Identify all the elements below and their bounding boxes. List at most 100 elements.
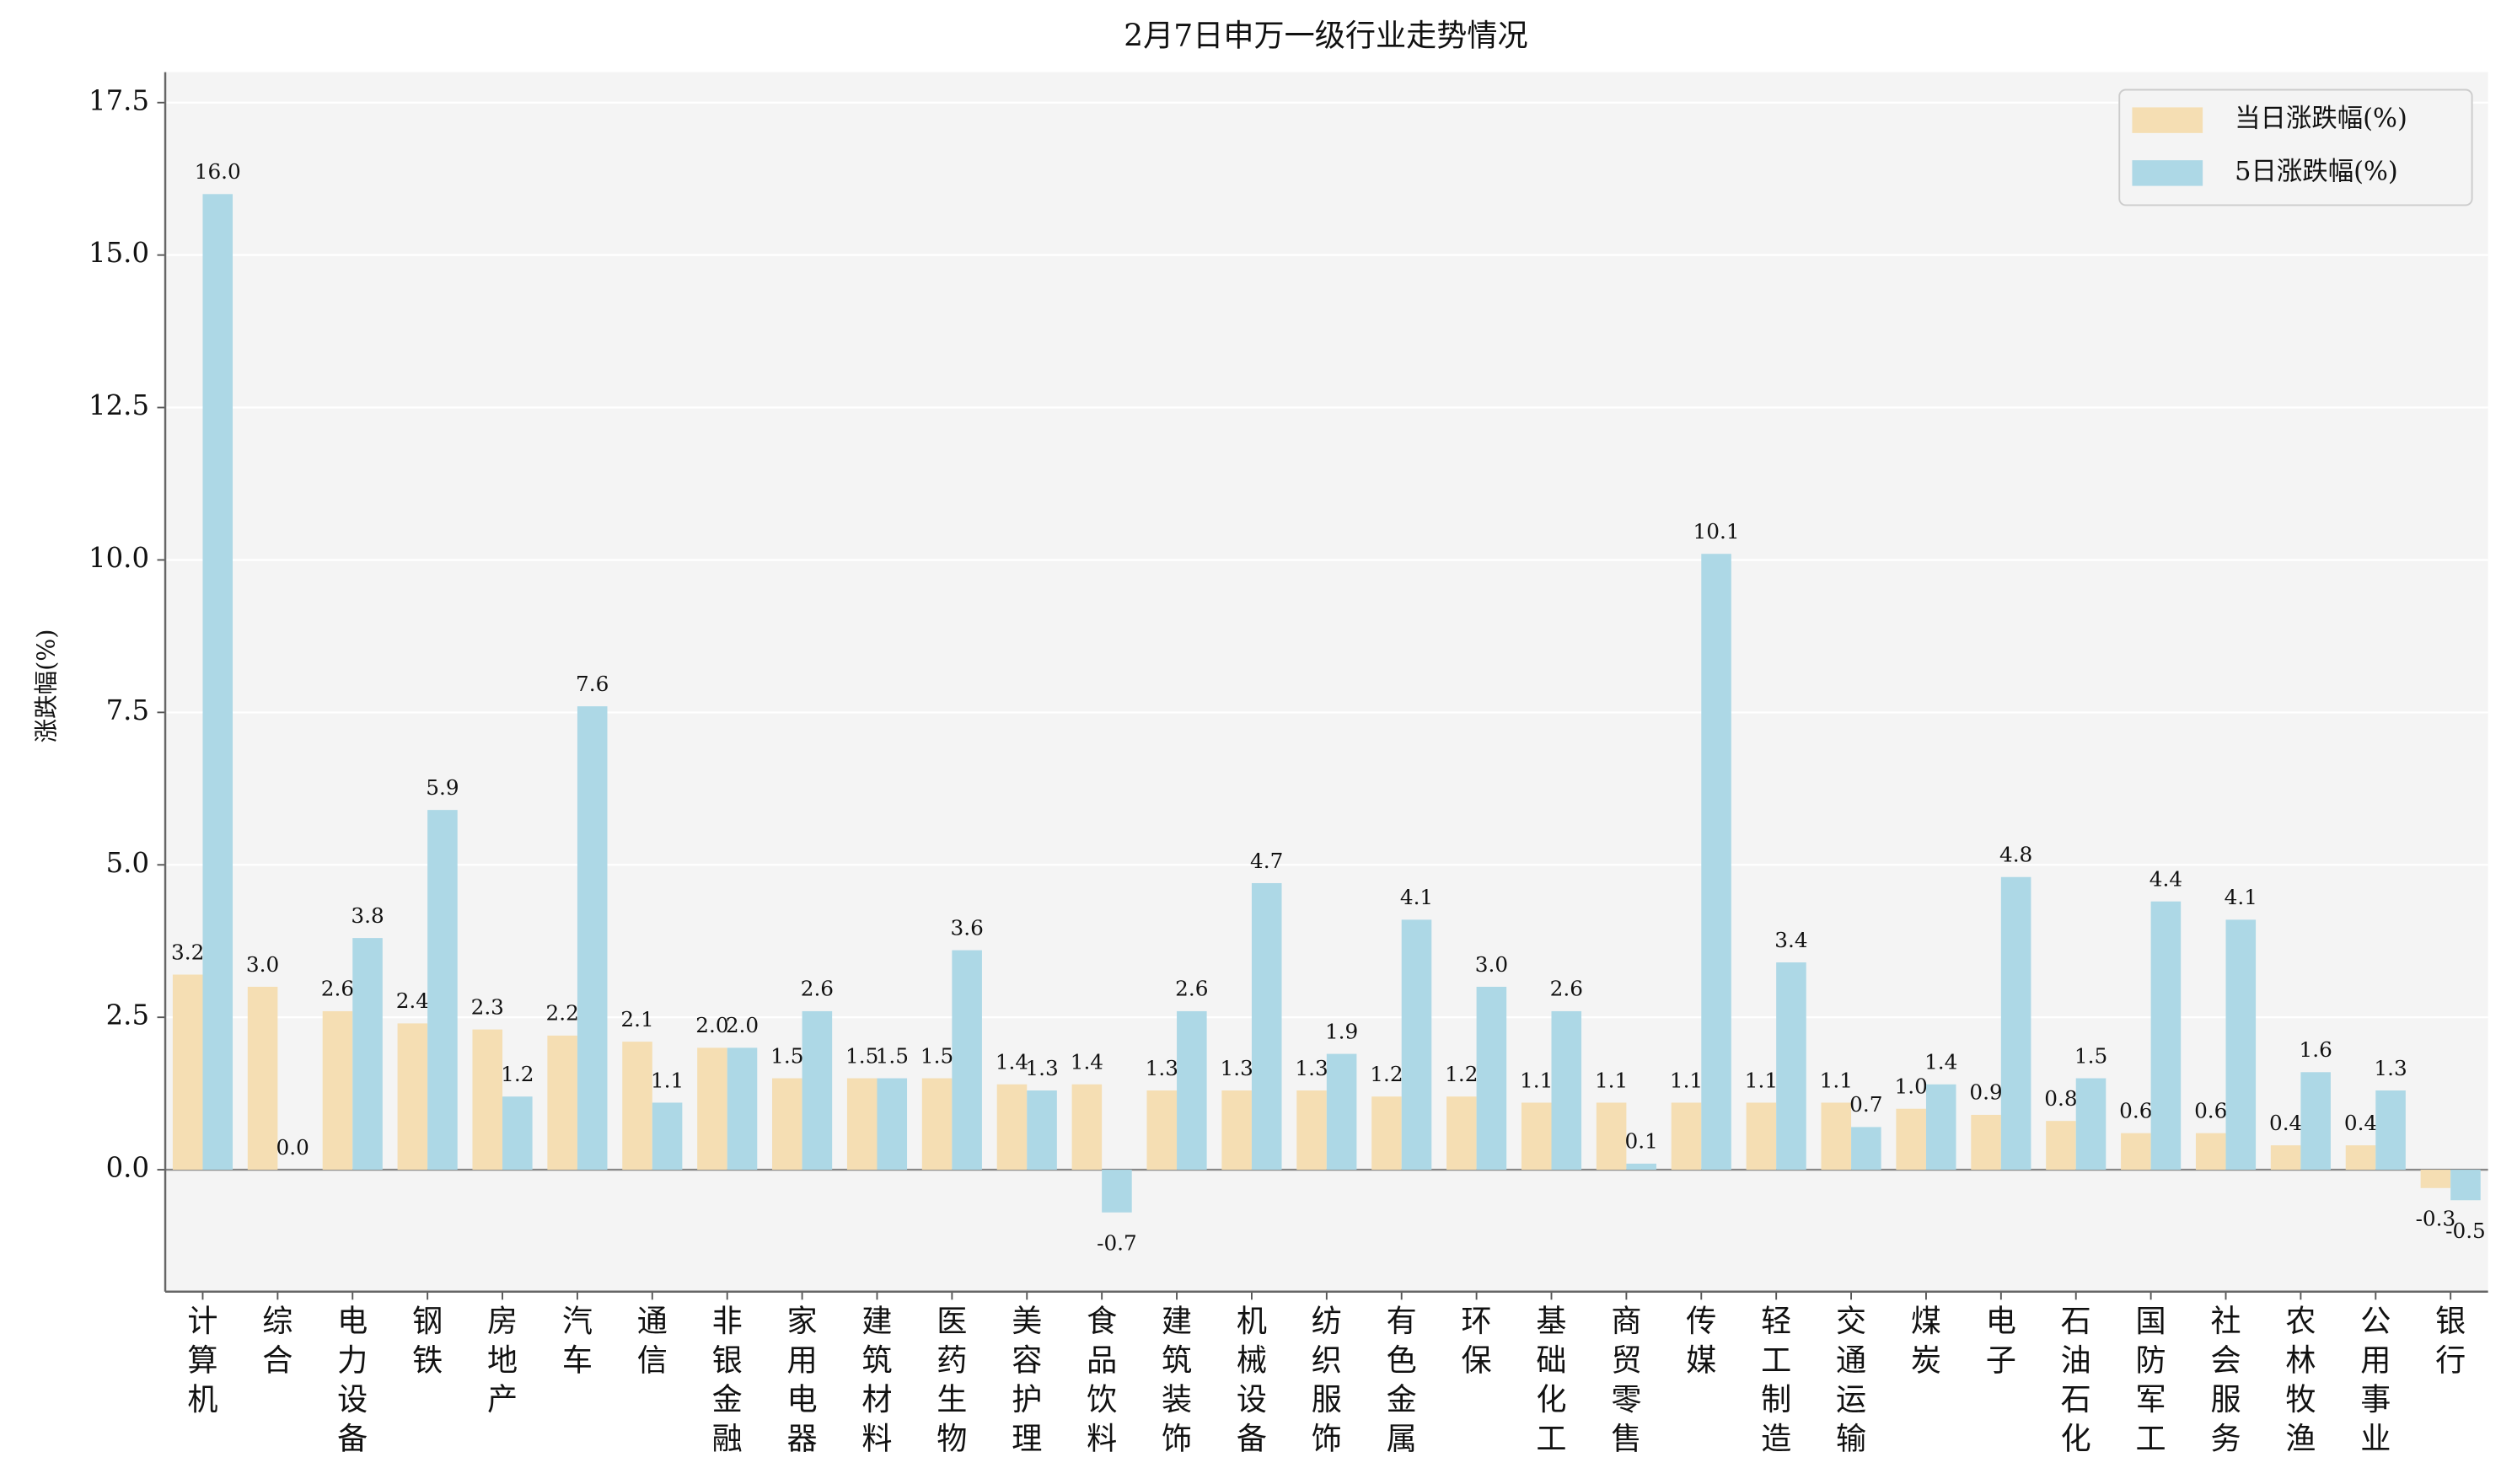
x-tick-label: 综合 — [262, 1303, 292, 1379]
x-tick-label: 美容护理 — [1012, 1303, 1042, 1457]
value-label: 5.9 — [426, 775, 459, 800]
x-tick-label: 公用事业 — [2360, 1303, 2391, 1457]
bar — [1925, 1084, 1956, 1171]
y-tick-label: 7.5 — [106, 694, 149, 726]
bar — [1371, 1096, 1402, 1171]
y-tick-label: 2.5 — [106, 999, 149, 1031]
value-label: 2.0 — [726, 1013, 759, 1037]
bar — [1027, 1090, 1057, 1171]
value-label: 2.4 — [396, 988, 429, 1013]
value-label: 1.3 — [1221, 1056, 1253, 1080]
bar — [2121, 1133, 2151, 1171]
bar — [2450, 1170, 2481, 1201]
x-tick-label: 商贸零售 — [1611, 1303, 1641, 1457]
bar — [2375, 1090, 2406, 1171]
bar — [846, 1078, 877, 1171]
value-label: 2.0 — [695, 1013, 728, 1037]
value-label: 1.1 — [1595, 1068, 1628, 1092]
x-tick-label: 非银金融 — [712, 1303, 743, 1457]
value-label: 1.5 — [845, 1043, 878, 1068]
value-label: 10.1 — [1693, 519, 1740, 544]
x-tick-label: 电子 — [1986, 1303, 2016, 1379]
value-label: 3.0 — [1475, 952, 1508, 977]
value-label: 0.8 — [2044, 1086, 2077, 1111]
bar — [697, 1047, 727, 1171]
bar — [802, 1010, 833, 1171]
bar — [472, 1029, 503, 1171]
value-label: 1.5 — [920, 1043, 953, 1068]
value-label: 1.1 — [1745, 1068, 1778, 1092]
bar — [2075, 1078, 2107, 1171]
x-tick-label: 通信 — [637, 1303, 668, 1379]
value-label: 1.5 — [876, 1043, 909, 1068]
bar — [1251, 882, 1282, 1171]
bar — [397, 1023, 428, 1171]
x-tick-label: 轻工制造 — [1761, 1303, 1791, 1457]
bar — [1551, 1010, 1582, 1171]
x-tick-label: 医药生物 — [937, 1303, 967, 1457]
x-tick-label: 传媒 — [1686, 1303, 1716, 1379]
bar — [1221, 1090, 1252, 1171]
bar — [622, 1042, 652, 1171]
value-label: 1.9 — [1325, 1019, 1358, 1043]
value-label: 1.5 — [2074, 1043, 2107, 1068]
bar — [1146, 1090, 1178, 1171]
x-tick-label: 食品饮料 — [1087, 1303, 1117, 1457]
bar — [1896, 1108, 1926, 1171]
value-label: 2.6 — [801, 977, 834, 1001]
bar — [877, 1078, 908, 1171]
bar — [2300, 1072, 2331, 1171]
value-label: 3.0 — [246, 952, 279, 977]
y-tick-label: 5.0 — [106, 847, 149, 879]
bar — [427, 810, 458, 1171]
bar — [1671, 1102, 1702, 1171]
value-label: 0.1 — [1625, 1129, 1658, 1154]
value-label: 4.8 — [1999, 843, 2032, 867]
bar — [202, 194, 233, 1171]
value-label: 1.6 — [2300, 1037, 2332, 1062]
value-label: -0.7 — [1097, 1230, 1137, 1255]
x-tick-label: 农林牧渔 — [2285, 1303, 2316, 1457]
bar — [1446, 1096, 1477, 1171]
value-label: 2.2 — [545, 1001, 578, 1026]
bar — [1326, 1053, 1357, 1171]
value-label: 4.1 — [1400, 885, 1433, 909]
x-tick-label: 钢铁 — [412, 1303, 443, 1379]
bar — [322, 1010, 353, 1171]
x-tick-label: 纺织服饰 — [1312, 1303, 1342, 1457]
value-label: 1.5 — [770, 1043, 803, 1068]
bar — [1071, 1084, 1103, 1171]
value-label: 16.0 — [195, 159, 241, 184]
legend-label: 5日涨跌幅(%) — [2235, 157, 2398, 186]
bar — [1821, 1102, 1852, 1171]
bar — [2345, 1145, 2376, 1171]
x-tick-label: 煤炭 — [1911, 1303, 1941, 1379]
bar — [247, 986, 278, 1171]
y-tick-label: 10.0 — [89, 542, 149, 574]
value-label: 1.3 — [1146, 1056, 1178, 1080]
bar — [1596, 1102, 1627, 1171]
bar — [2000, 876, 2031, 1171]
legend-swatch — [2132, 107, 2203, 133]
x-tick-label: 建筑装饰 — [1162, 1303, 1192, 1457]
bar — [2046, 1121, 2076, 1171]
value-label: 3.6 — [951, 915, 984, 940]
value-label: 0.0 — [276, 1135, 309, 1160]
value-label: -0.3 — [2416, 1206, 2456, 1230]
value-label: 0.6 — [2194, 1098, 2227, 1122]
x-tick-label: 交通运输 — [1836, 1303, 1866, 1457]
value-label: 1.4 — [996, 1050, 1028, 1074]
bar — [2225, 919, 2257, 1171]
x-tick-label: 有色金属 — [1387, 1303, 1417, 1457]
chart-title: 2月7日申万一级行业走势情况 — [1124, 18, 1527, 54]
bar — [1177, 1010, 1207, 1171]
bar — [1776, 962, 1806, 1171]
x-tick-label: 环保 — [1462, 1303, 1492, 1379]
value-label: 1.3 — [1295, 1056, 1328, 1080]
legend-box — [2118, 88, 2473, 206]
value-label: 2.3 — [471, 994, 504, 1019]
legend-label: 当日涨跌幅(%) — [2235, 104, 2407, 134]
x-tick-label: 建筑材料 — [861, 1303, 892, 1457]
value-label: 1.1 — [1670, 1068, 1703, 1092]
